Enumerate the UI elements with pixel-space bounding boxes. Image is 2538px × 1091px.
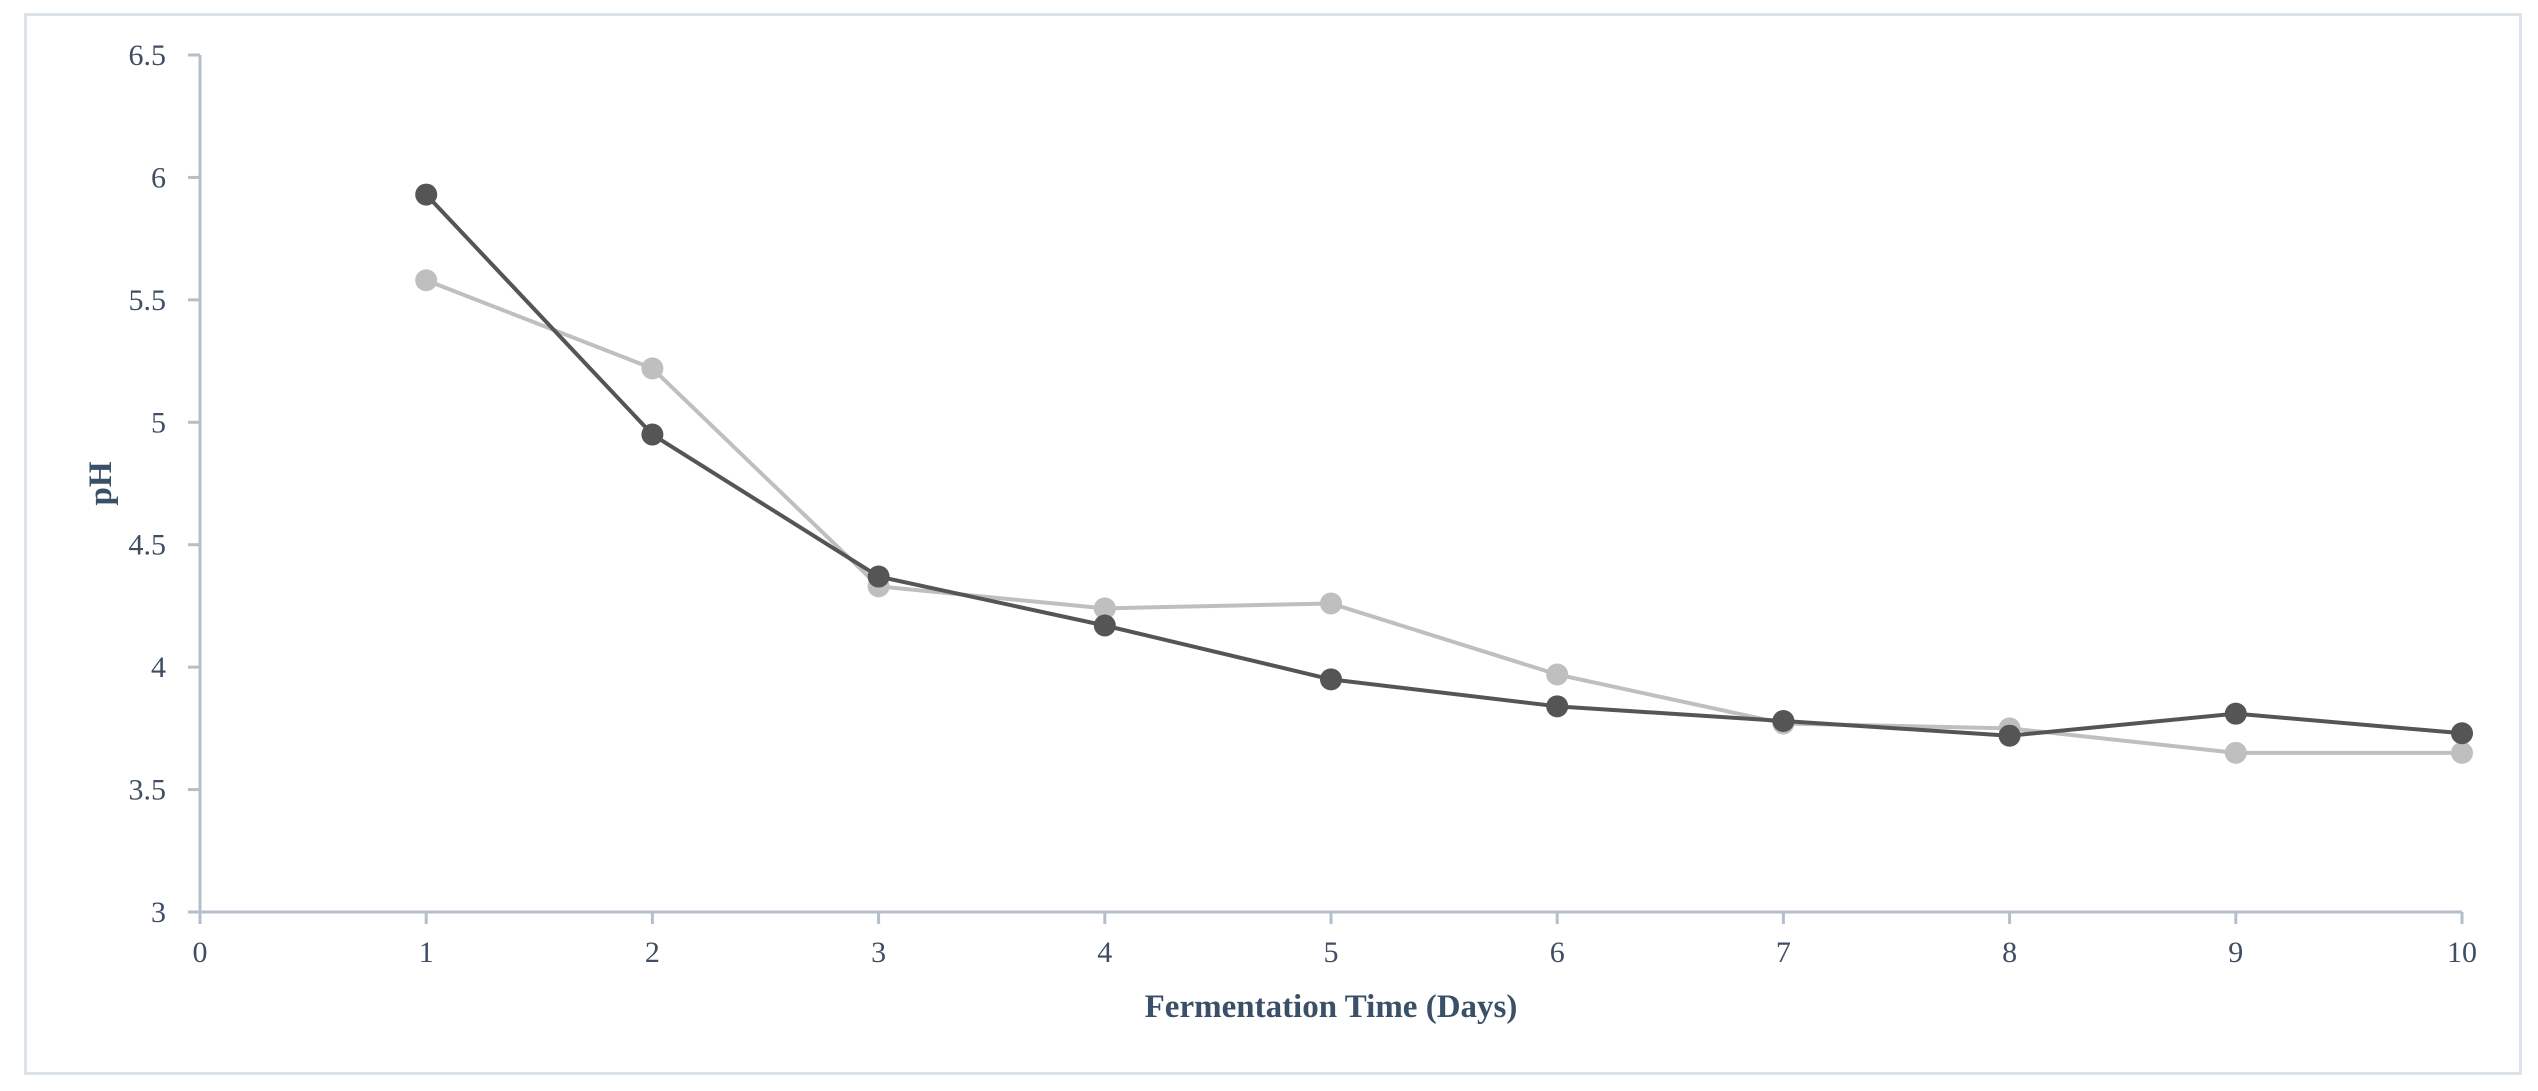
y-tick-label: 6.5 xyxy=(129,39,167,72)
x-tick-label: 10 xyxy=(2447,936,2477,969)
series-2-point xyxy=(1320,592,1342,615)
x-tick-label: 2 xyxy=(645,936,660,969)
series-2-point xyxy=(1093,597,1116,620)
series-2-line xyxy=(425,278,2462,755)
y-tick-label: 4.5 xyxy=(129,529,167,562)
y-tick-label: 6 xyxy=(151,161,166,194)
series-1-point xyxy=(1772,710,1795,733)
x-tick-label: 9 xyxy=(2228,936,2243,969)
series-1-point xyxy=(867,565,890,588)
x-tick-label: 5 xyxy=(1324,936,1339,969)
series-2 xyxy=(415,269,2473,764)
y-tick-label: 3 xyxy=(151,896,166,929)
y-axis-title: pH xyxy=(83,461,119,505)
series-1-point xyxy=(1093,614,1116,637)
x-tick-label: 4 xyxy=(1097,936,1112,969)
series-2-point xyxy=(2224,741,2247,764)
series-2-point xyxy=(1546,663,1569,686)
chart-frame xyxy=(24,13,2522,1075)
series-1-point xyxy=(1546,695,1569,718)
series-1-line xyxy=(424,193,2463,738)
y-tick-label: 4 xyxy=(151,651,166,684)
x-axis-title: Fermentation Time (Days) xyxy=(1145,989,1518,1025)
series-2-point xyxy=(415,269,438,292)
x-tick-label: 1 xyxy=(419,936,434,969)
x-tick-label: 7 xyxy=(1776,936,1791,969)
x-tick-label: 0 xyxy=(193,936,208,969)
series-1-point xyxy=(641,423,664,446)
x-tick-label: 3 xyxy=(871,936,886,969)
y-tick-label: 5 xyxy=(151,406,166,439)
series-1-point xyxy=(2224,702,2247,725)
series-layer xyxy=(415,183,2473,764)
series-2-point xyxy=(2451,741,2473,764)
chart-axes: 3 3.5 4 4.5 5 5.5 6 6.5 0 1 2 3 4 5 6 7 8 9 10 xyxy=(129,39,2478,969)
y-tick-label: 3.5 xyxy=(129,774,167,807)
x-tick-label: 8 xyxy=(2002,936,2017,969)
series-1-point xyxy=(1998,724,2021,747)
series-1 xyxy=(415,183,2473,747)
series-1-point xyxy=(2451,722,2473,745)
x-tick-label: 6 xyxy=(1550,936,1565,969)
series-2-point xyxy=(641,357,664,380)
series-1-point xyxy=(1320,668,1342,691)
series-1-point xyxy=(415,183,438,206)
y-tick-label: 5.5 xyxy=(129,284,167,317)
